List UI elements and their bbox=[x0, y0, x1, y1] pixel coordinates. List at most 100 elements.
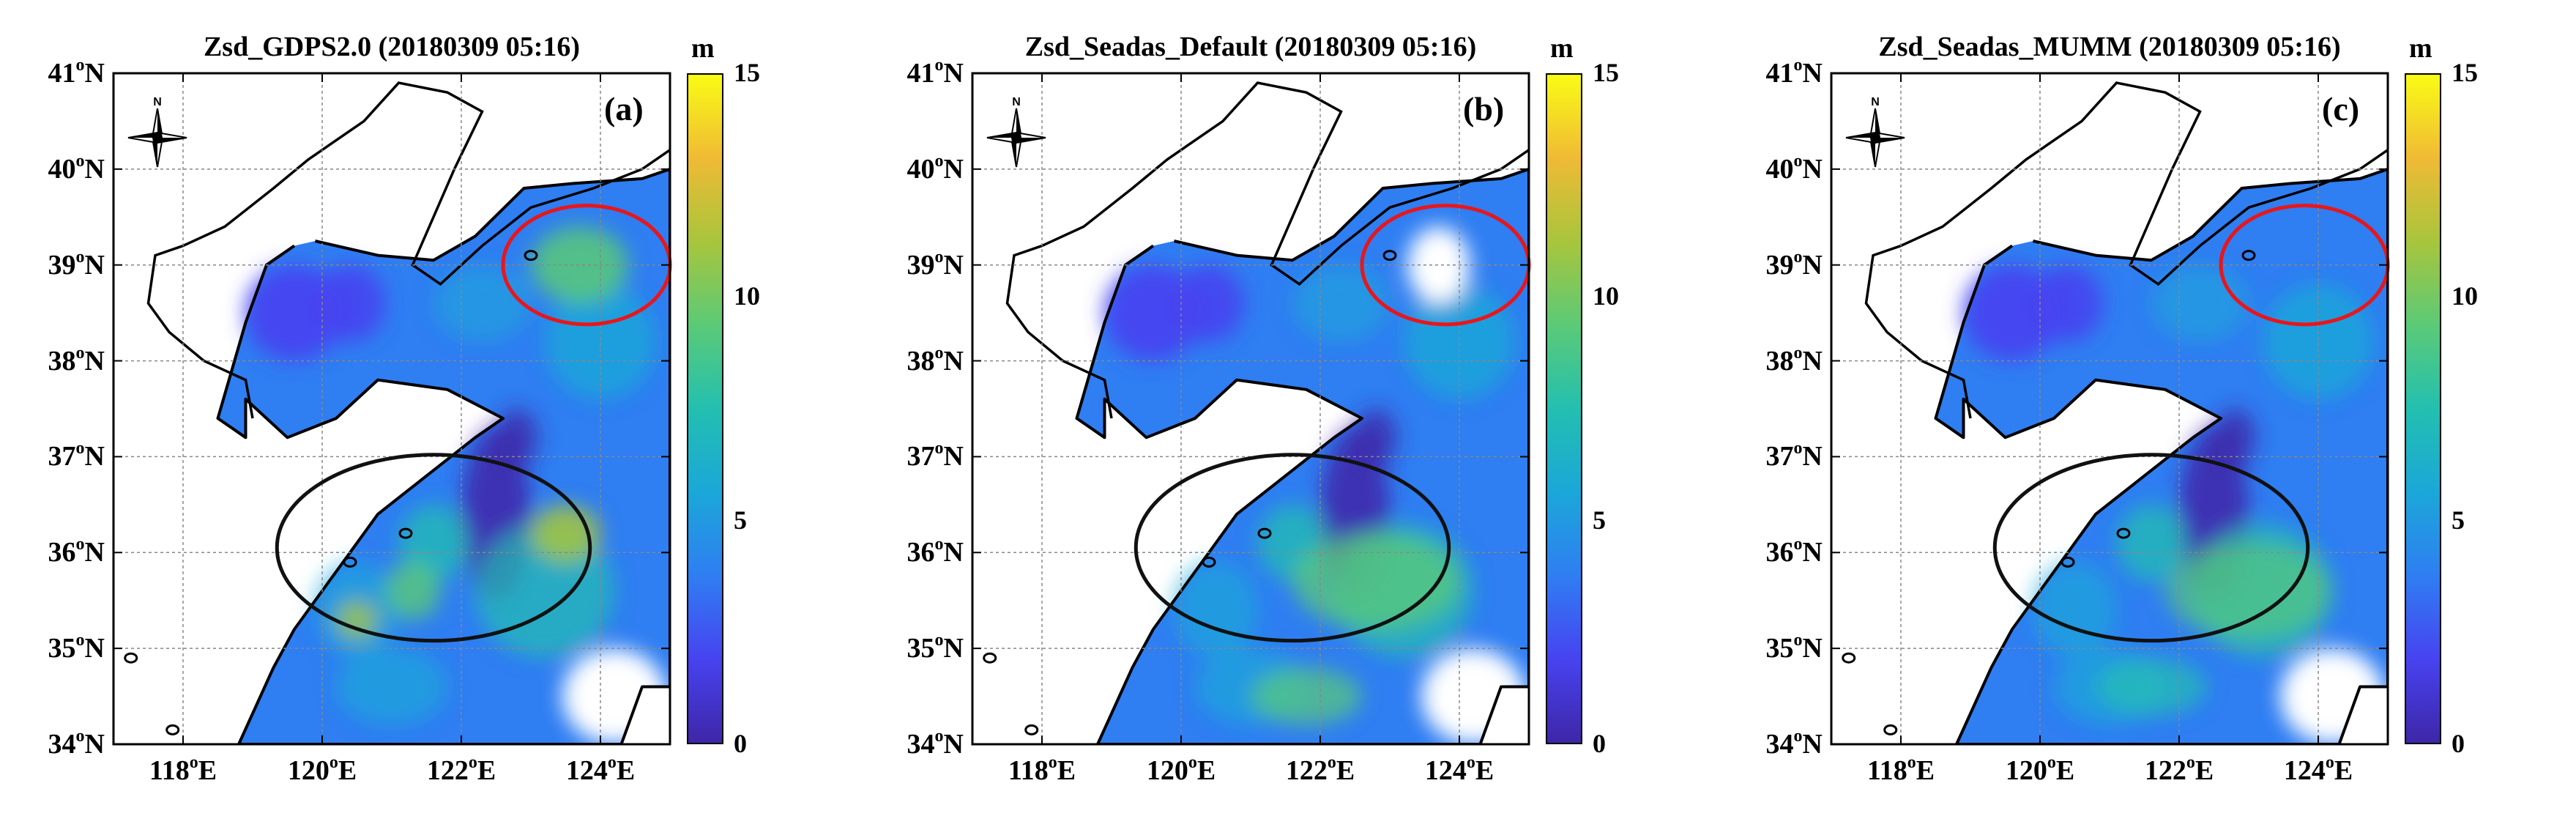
lat-hemisphere: N bbox=[84, 537, 105, 568]
lat-tick-label: 35oN bbox=[1766, 631, 1823, 664]
degree-sign: o bbox=[607, 753, 617, 772]
map-canvas: N bbox=[971, 72, 1531, 746]
lon-hemisphere: E bbox=[338, 755, 357, 786]
degree-sign: o bbox=[934, 535, 944, 555]
degree-sign: o bbox=[75, 439, 85, 459]
lat-degree: 38 bbox=[48, 345, 76, 377]
lat-hemisphere: N bbox=[84, 729, 105, 760]
degree-sign: o bbox=[329, 753, 338, 772]
lat-tick-label: 35oN bbox=[907, 631, 964, 664]
colorbar-tick-label: 15 bbox=[2452, 58, 2478, 87]
lat-hemisphere: N bbox=[84, 58, 105, 89]
lat-tick-label: 35oN bbox=[48, 631, 105, 664]
black-highlight-ellipse bbox=[1133, 453, 1451, 643]
degree-sign: o bbox=[1466, 753, 1475, 772]
colorbar-unit: m bbox=[1550, 33, 1574, 64]
degree-sign: o bbox=[934, 631, 944, 650]
map-panel-1: Zsd_GDPS2.0 (20180309 05:16) N (a) 41oN 40oN… bbox=[0, 0, 859, 838]
lat-tick-label: 40oN bbox=[907, 152, 964, 185]
lon-tick-label: 122oE bbox=[1286, 753, 1355, 787]
degree-sign: o bbox=[75, 151, 85, 171]
panel-title: Zsd_GDPS2.0 (20180309 05:16) bbox=[203, 31, 581, 62]
lat-hemisphere: N bbox=[1802, 58, 1823, 89]
lat-hemisphere: N bbox=[943, 537, 964, 568]
lat-hemisphere: N bbox=[943, 441, 964, 472]
degree-sign: o bbox=[1907, 753, 1916, 772]
lon-hemisphere: E bbox=[616, 755, 636, 786]
lat-hemisphere: N bbox=[1802, 729, 1823, 760]
degree-sign: o bbox=[2325, 753, 2334, 772]
degree-sign: o bbox=[1188, 753, 1197, 772]
lon-tick-label: 120oE bbox=[2006, 753, 2074, 787]
svg-text:N: N bbox=[153, 96, 162, 108]
lat-hemisphere: N bbox=[84, 633, 105, 664]
lat-tick-label: 39oN bbox=[1766, 248, 1823, 281]
lat-hemisphere: N bbox=[1802, 537, 1823, 568]
degree-sign: o bbox=[1793, 247, 1803, 267]
map-canvas: N bbox=[112, 72, 672, 746]
lon-hemisphere: E bbox=[1196, 755, 1216, 786]
lat-degree: 36 bbox=[1765, 537, 1794, 568]
lat-tick-label: 38oN bbox=[1766, 344, 1823, 377]
colorbar-tick-label: 10 bbox=[734, 281, 760, 311]
lon-degree: 124 bbox=[565, 755, 608, 786]
lon-degree: 120 bbox=[287, 755, 330, 786]
lat-degree: 36 bbox=[907, 537, 935, 568]
degree-sign: o bbox=[189, 753, 198, 772]
lon-hemisphere: E bbox=[477, 755, 496, 786]
lon-tick-label: 122oE bbox=[2145, 753, 2214, 787]
colorbar bbox=[2405, 73, 2441, 744]
colorbar-tick-label: 5 bbox=[1593, 505, 1606, 535]
lat-tick-label: 40oN bbox=[1766, 152, 1823, 185]
lat-tick-label: 37oN bbox=[907, 439, 964, 472]
degree-sign: o bbox=[1793, 631, 1803, 650]
lat-degree: 34 bbox=[907, 729, 935, 760]
lat-tick-label: 37oN bbox=[48, 439, 105, 472]
colorbar-tick-label: 0 bbox=[2452, 729, 2465, 758]
lon-degree: 118 bbox=[1866, 755, 1907, 786]
degree-sign: o bbox=[1327, 753, 1336, 772]
lat-tick-label: 38oN bbox=[48, 344, 105, 377]
colorbar-tick-label: 15 bbox=[734, 58, 760, 87]
lat-tick-label: 38oN bbox=[907, 344, 964, 377]
lat-degree: 34 bbox=[48, 729, 76, 760]
lon-tick-label: 118oE bbox=[1867, 753, 1935, 787]
degree-sign: o bbox=[75, 56, 85, 75]
black-highlight-ellipse bbox=[275, 453, 592, 643]
lon-hemisphere: E bbox=[1475, 755, 1494, 786]
lat-degree: 41 bbox=[48, 58, 76, 89]
lat-degree: 39 bbox=[907, 249, 935, 281]
lat-degree: 36 bbox=[48, 537, 76, 568]
degree-sign: o bbox=[1793, 343, 1803, 363]
panel-title: Zsd_Seadas_MUMM (20180309 05:16) bbox=[1878, 31, 2341, 62]
lon-hemisphere: E bbox=[1336, 755, 1355, 786]
lat-tick-label: 39oN bbox=[907, 248, 964, 281]
lon-hemisphere: E bbox=[1916, 755, 1935, 786]
svg-text:N: N bbox=[1012, 96, 1021, 108]
lat-tick-label: 36oN bbox=[907, 535, 964, 568]
lat-hemisphere: N bbox=[1802, 153, 1823, 185]
degree-sign: o bbox=[1793, 439, 1803, 459]
lon-hemisphere: E bbox=[1057, 755, 1076, 786]
lat-tick-label: 41oN bbox=[907, 56, 964, 89]
lat-degree: 38 bbox=[907, 345, 935, 377]
degree-sign: o bbox=[1793, 151, 1803, 171]
lat-hemisphere: N bbox=[943, 153, 964, 185]
lat-degree: 35 bbox=[1765, 633, 1794, 664]
lat-degree: 40 bbox=[1765, 153, 1794, 185]
lat-hemisphere: N bbox=[1802, 633, 1823, 664]
lat-tick-label: 34oN bbox=[907, 727, 964, 760]
degree-sign: o bbox=[1793, 56, 1803, 75]
black-highlight-ellipse bbox=[1992, 453, 2310, 643]
lat-degree: 35 bbox=[907, 633, 935, 664]
lat-degree: 37 bbox=[48, 441, 76, 472]
lon-degree: 122 bbox=[2144, 755, 2186, 786]
degree-sign: o bbox=[934, 439, 944, 459]
lat-degree: 40 bbox=[907, 153, 935, 185]
degree-sign: o bbox=[75, 343, 85, 363]
lat-hemisphere: N bbox=[84, 249, 105, 281]
colorbar-unit: m bbox=[691, 33, 715, 64]
lat-degree: 37 bbox=[907, 441, 935, 472]
lat-tick-label: 41oN bbox=[48, 56, 105, 89]
colorbar bbox=[1546, 73, 1582, 744]
